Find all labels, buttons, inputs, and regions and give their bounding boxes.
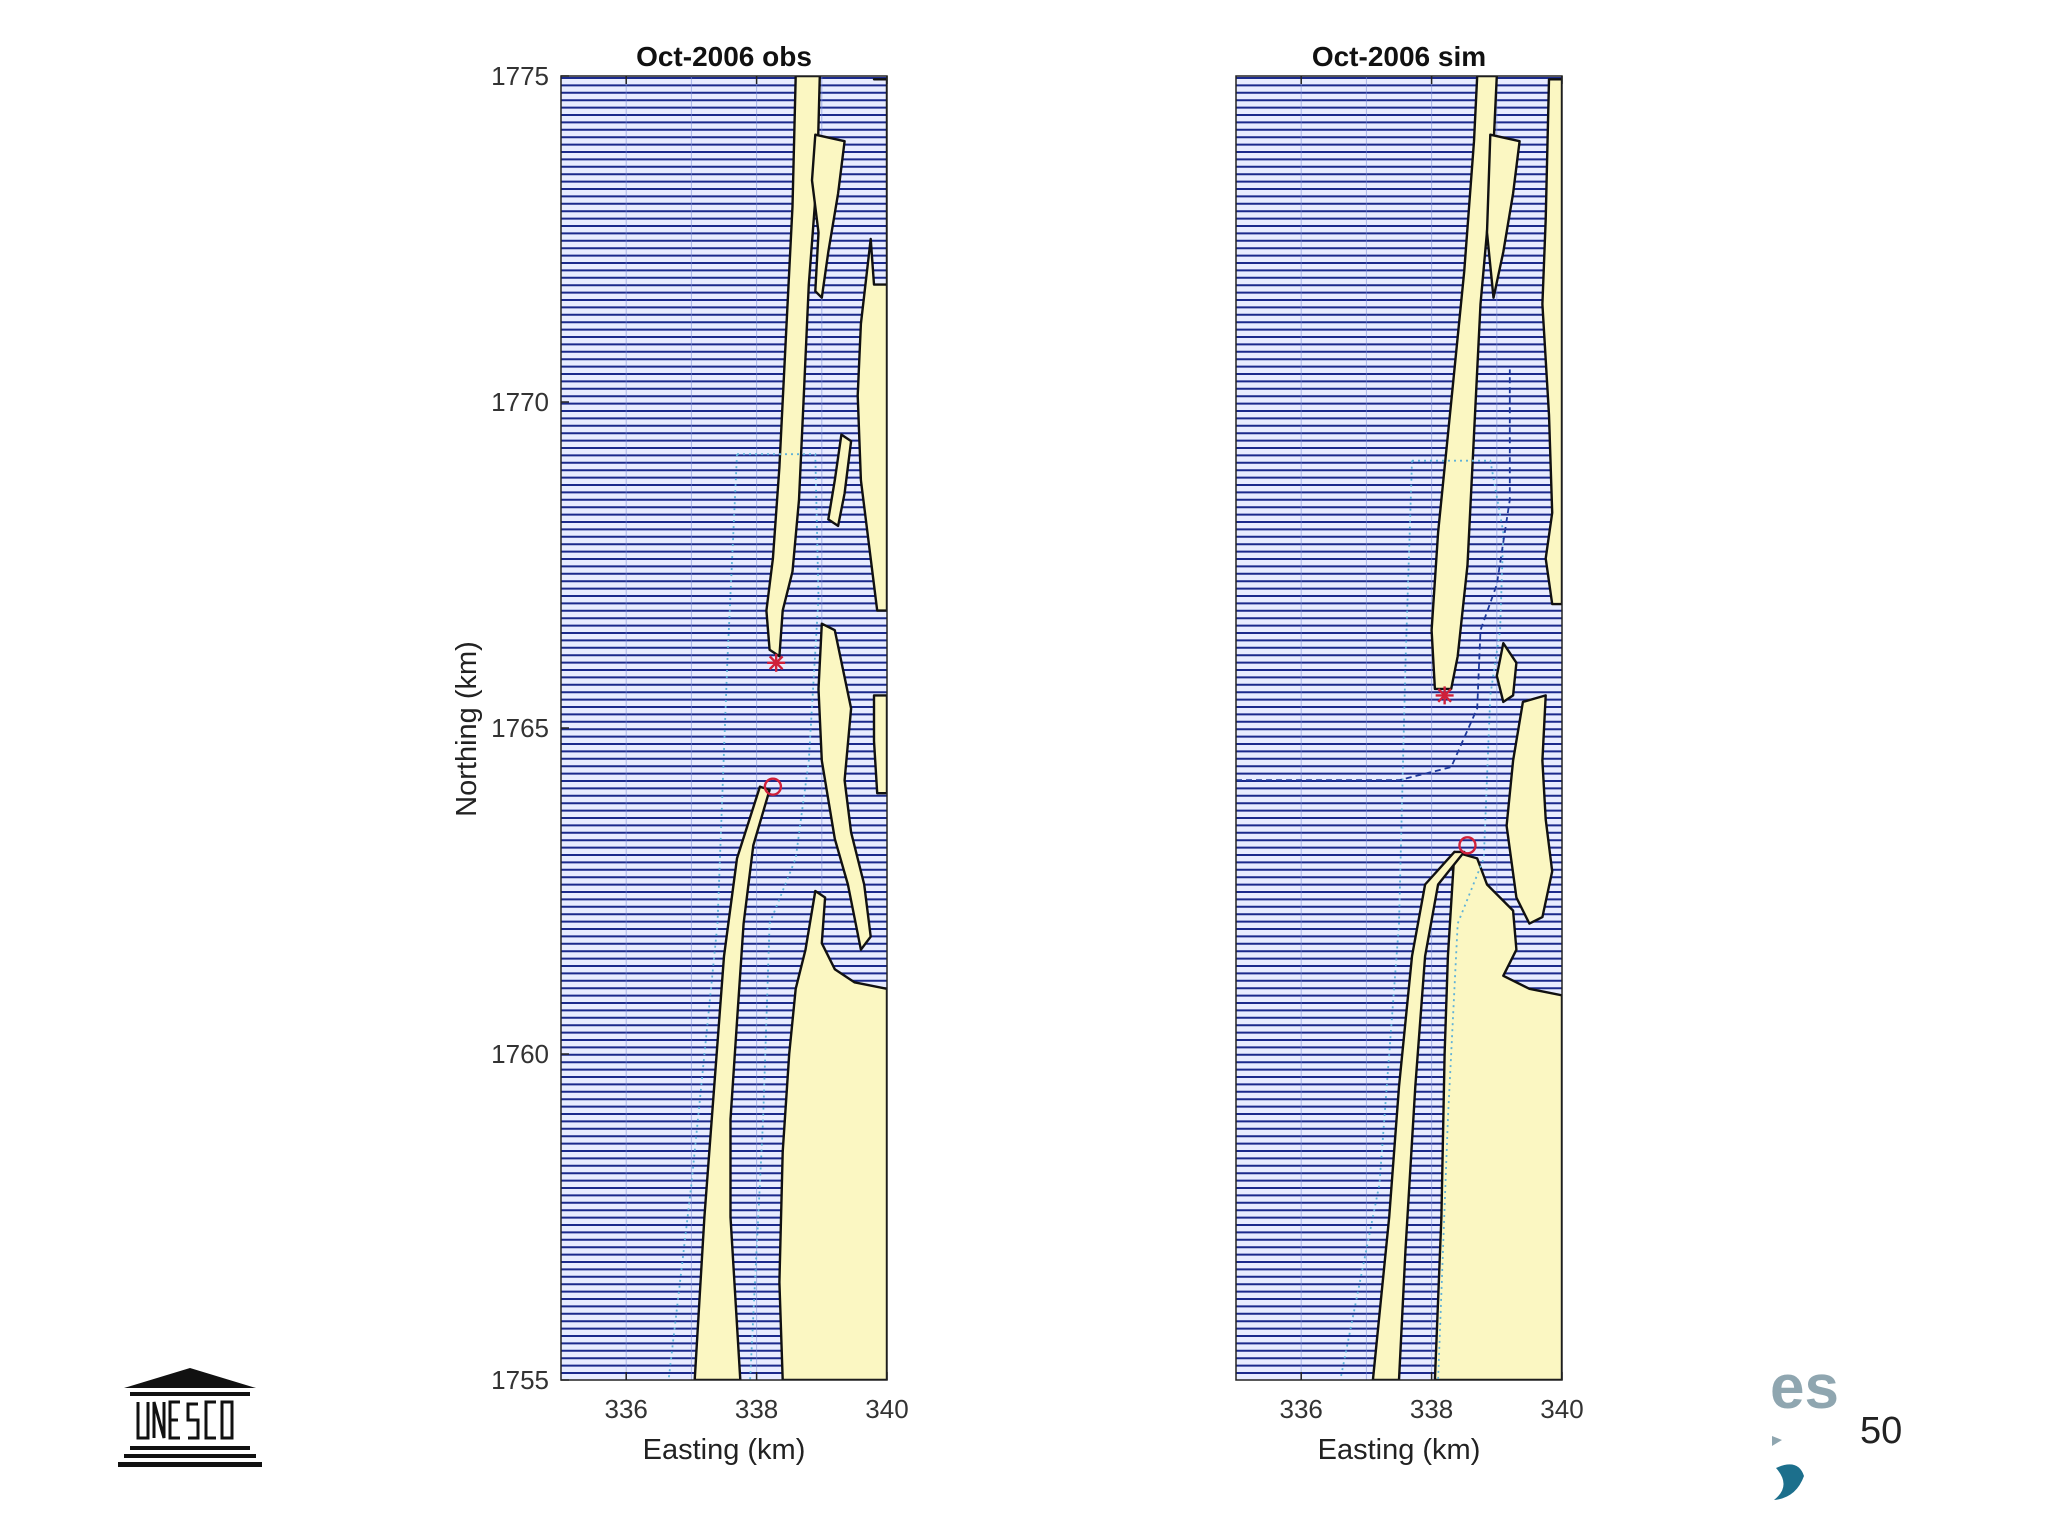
- x-tick-label: 338: [1410, 1394, 1453, 1424]
- land-east-islet-b: [1505, 694, 1554, 925]
- land-east-islet-a: [827, 433, 853, 528]
- land-east-bank-north: [1541, 78, 1562, 606]
- land-north-islet: [810, 133, 846, 299]
- plot-title: Oct-2006 obs: [636, 41, 812, 72]
- x-tick-label: 338: [735, 1394, 778, 1424]
- x-tick-label: 336: [605, 1394, 648, 1424]
- track-track-1: [1412, 459, 1505, 1380]
- track-track-sim: [1236, 369, 1511, 782]
- y-tick-label: 1775: [491, 61, 549, 91]
- land-east-islet-b: [817, 622, 872, 951]
- land-south-spit: [693, 785, 771, 1380]
- unesco-logo: [118, 1368, 262, 1467]
- plot-area: [1236, 76, 1562, 1380]
- x-tick-label: 340: [1540, 1394, 1583, 1424]
- logo-wordmark: [136, 1400, 234, 1440]
- map-plot-sim: Oct-2006 sim Easting (km) 336 338 340: [1235, 41, 1584, 1466]
- y-axis-label: Northing (km): [451, 641, 483, 817]
- land-north-islet: [1485, 133, 1521, 299]
- track-track-2: [667, 454, 738, 1380]
- track-track-2: [1339, 460, 1413, 1380]
- circle-marker: [1458, 836, 1477, 855]
- x-tick-label: 340: [865, 1394, 908, 1424]
- land-east-bank-mid: [872, 694, 887, 795]
- y-tick-label: 1765: [491, 713, 549, 743]
- plot-area: [561, 76, 887, 1380]
- track-track-1: [737, 453, 820, 1380]
- partner-logo-text: es: [1770, 1358, 1839, 1422]
- map-plot-obs: Oct-2006 obs Northing (km) Easting (km) …: [451, 41, 909, 1466]
- x-axis-label: Easting (km): [1318, 1434, 1481, 1466]
- land-south-spit: [1371, 850, 1466, 1380]
- land-group: [693, 76, 887, 1380]
- star-stroke: [768, 655, 784, 671]
- track-group: [667, 453, 820, 1380]
- land-north-spit: [765, 76, 821, 658]
- circle-marker: [763, 777, 783, 796]
- x-tick-label: 336: [1280, 1394, 1323, 1424]
- slide-number: 50: [1860, 1410, 1903, 1452]
- land-east-bank-north: [856, 78, 887, 612]
- track-group: [1236, 369, 1511, 1380]
- star-stroke: [1437, 688, 1452, 703]
- star-marker: [1435, 686, 1454, 705]
- y-tick-label: 1770: [491, 387, 549, 417]
- star-marker: [767, 653, 786, 672]
- land-south-mainland: [778, 889, 887, 1380]
- plot-frame: [1235, 75, 1563, 1381]
- y-tick-label: 1760: [491, 1039, 549, 1069]
- land-east-islet-a: [1495, 642, 1518, 704]
- y-tick-label: 1755: [491, 1365, 549, 1395]
- land-south-mainland: [1433, 850, 1562, 1380]
- x-axis-label: Easting (km): [643, 1434, 806, 1466]
- land-group: [1371, 76, 1562, 1380]
- partner-logo: es: [1770, 1358, 1839, 1500]
- plot-title: Oct-2006 sim: [1312, 41, 1486, 72]
